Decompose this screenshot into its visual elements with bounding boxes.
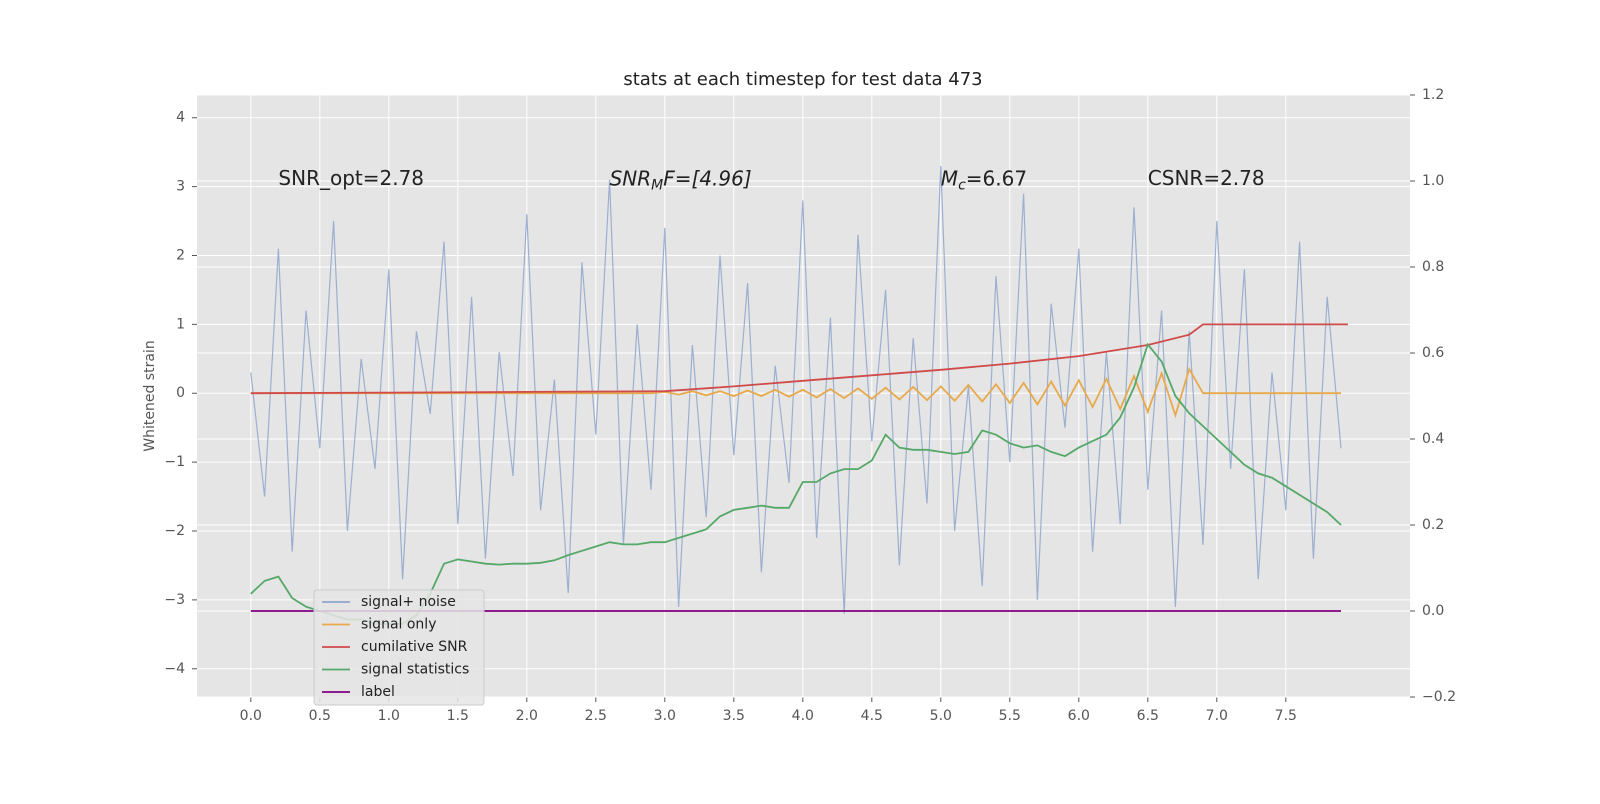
x-tick-label: 4.5 — [861, 708, 883, 724]
annotation-part: c — [958, 178, 966, 194]
legend-label: signal+ noise — [361, 594, 456, 610]
legend-box — [313, 589, 485, 706]
y2-tick-label: 1.0 — [1422, 173, 1444, 189]
y-tick-label: 1 — [176, 316, 185, 332]
annotation: SNR_opt=2.78 — [278, 166, 424, 190]
y-tick-label: −3 — [164, 592, 185, 608]
y2-tick-label: 1.2 — [1422, 87, 1444, 103]
legend-label: signal only — [361, 617, 436, 633]
y2-tick-label: 0.0 — [1422, 603, 1444, 619]
x-tick-label: 3.5 — [723, 708, 745, 724]
legend-label: signal statistics — [361, 662, 469, 678]
annotation: Mc=6.67 — [941, 166, 1027, 194]
x-tick-label: 1.5 — [447, 708, 469, 724]
y-tick-label: −4 — [164, 661, 185, 677]
x-tick-label: 0.5 — [309, 708, 331, 724]
legend-label: cumilative SNR — [361, 639, 468, 655]
series-line — [250, 323, 1348, 395]
y-tick-label: 2 — [176, 247, 185, 263]
x-tick-label: 5.0 — [930, 708, 952, 724]
annotation-part: =6.67 — [966, 166, 1027, 190]
y-tick-label: −2 — [164, 523, 185, 539]
x-tick-label: 6.0 — [1068, 708, 1090, 724]
series-line — [250, 342, 1342, 625]
x-tick-label: 5.5 — [999, 708, 1021, 724]
x-tick-label: 3.0 — [654, 708, 676, 724]
y-tick-label: 0 — [176, 385, 185, 401]
x-tick-label: 6.5 — [1137, 708, 1159, 724]
x-tick-label: 7.5 — [1275, 708, 1297, 724]
x-tick-label: 2.5 — [585, 708, 607, 724]
x-tick-label: 7.0 — [1206, 708, 1228, 724]
y-tick-label: −1 — [164, 454, 185, 470]
y2-tick-label: 0.4 — [1422, 431, 1444, 447]
y2-tick-label: 0.8 — [1422, 259, 1444, 275]
annotation-part: M — [651, 178, 663, 194]
y2-tick-label: 0.6 — [1422, 345, 1444, 361]
annotation: SNRMF=[4.96] — [610, 166, 752, 194]
legend-label: label — [361, 684, 395, 700]
y-axis-label: Whitened strain — [142, 340, 158, 451]
annotation-part: F=[4.96] — [663, 166, 751, 190]
annotation: CSNR=2.78 — [1148, 166, 1265, 190]
x-tick-label: 0.0 — [240, 708, 262, 724]
x-tick-label: 2.0 — [516, 708, 538, 724]
annotation-part: M — [941, 166, 958, 190]
chart-title: stats at each timestep for test data 473 — [623, 69, 982, 90]
y2-tick-label: 0.2 — [1422, 517, 1444, 533]
y-tick-label: 4 — [176, 110, 185, 126]
y-tick-label: 3 — [176, 179, 185, 195]
x-tick-label: 1.0 — [378, 708, 400, 724]
x-tick-label: 4.0 — [792, 708, 814, 724]
y2-tick-label: −0.2 — [1422, 689, 1456, 705]
series-line — [250, 165, 1342, 614]
annotation-part: SNR — [610, 166, 652, 190]
